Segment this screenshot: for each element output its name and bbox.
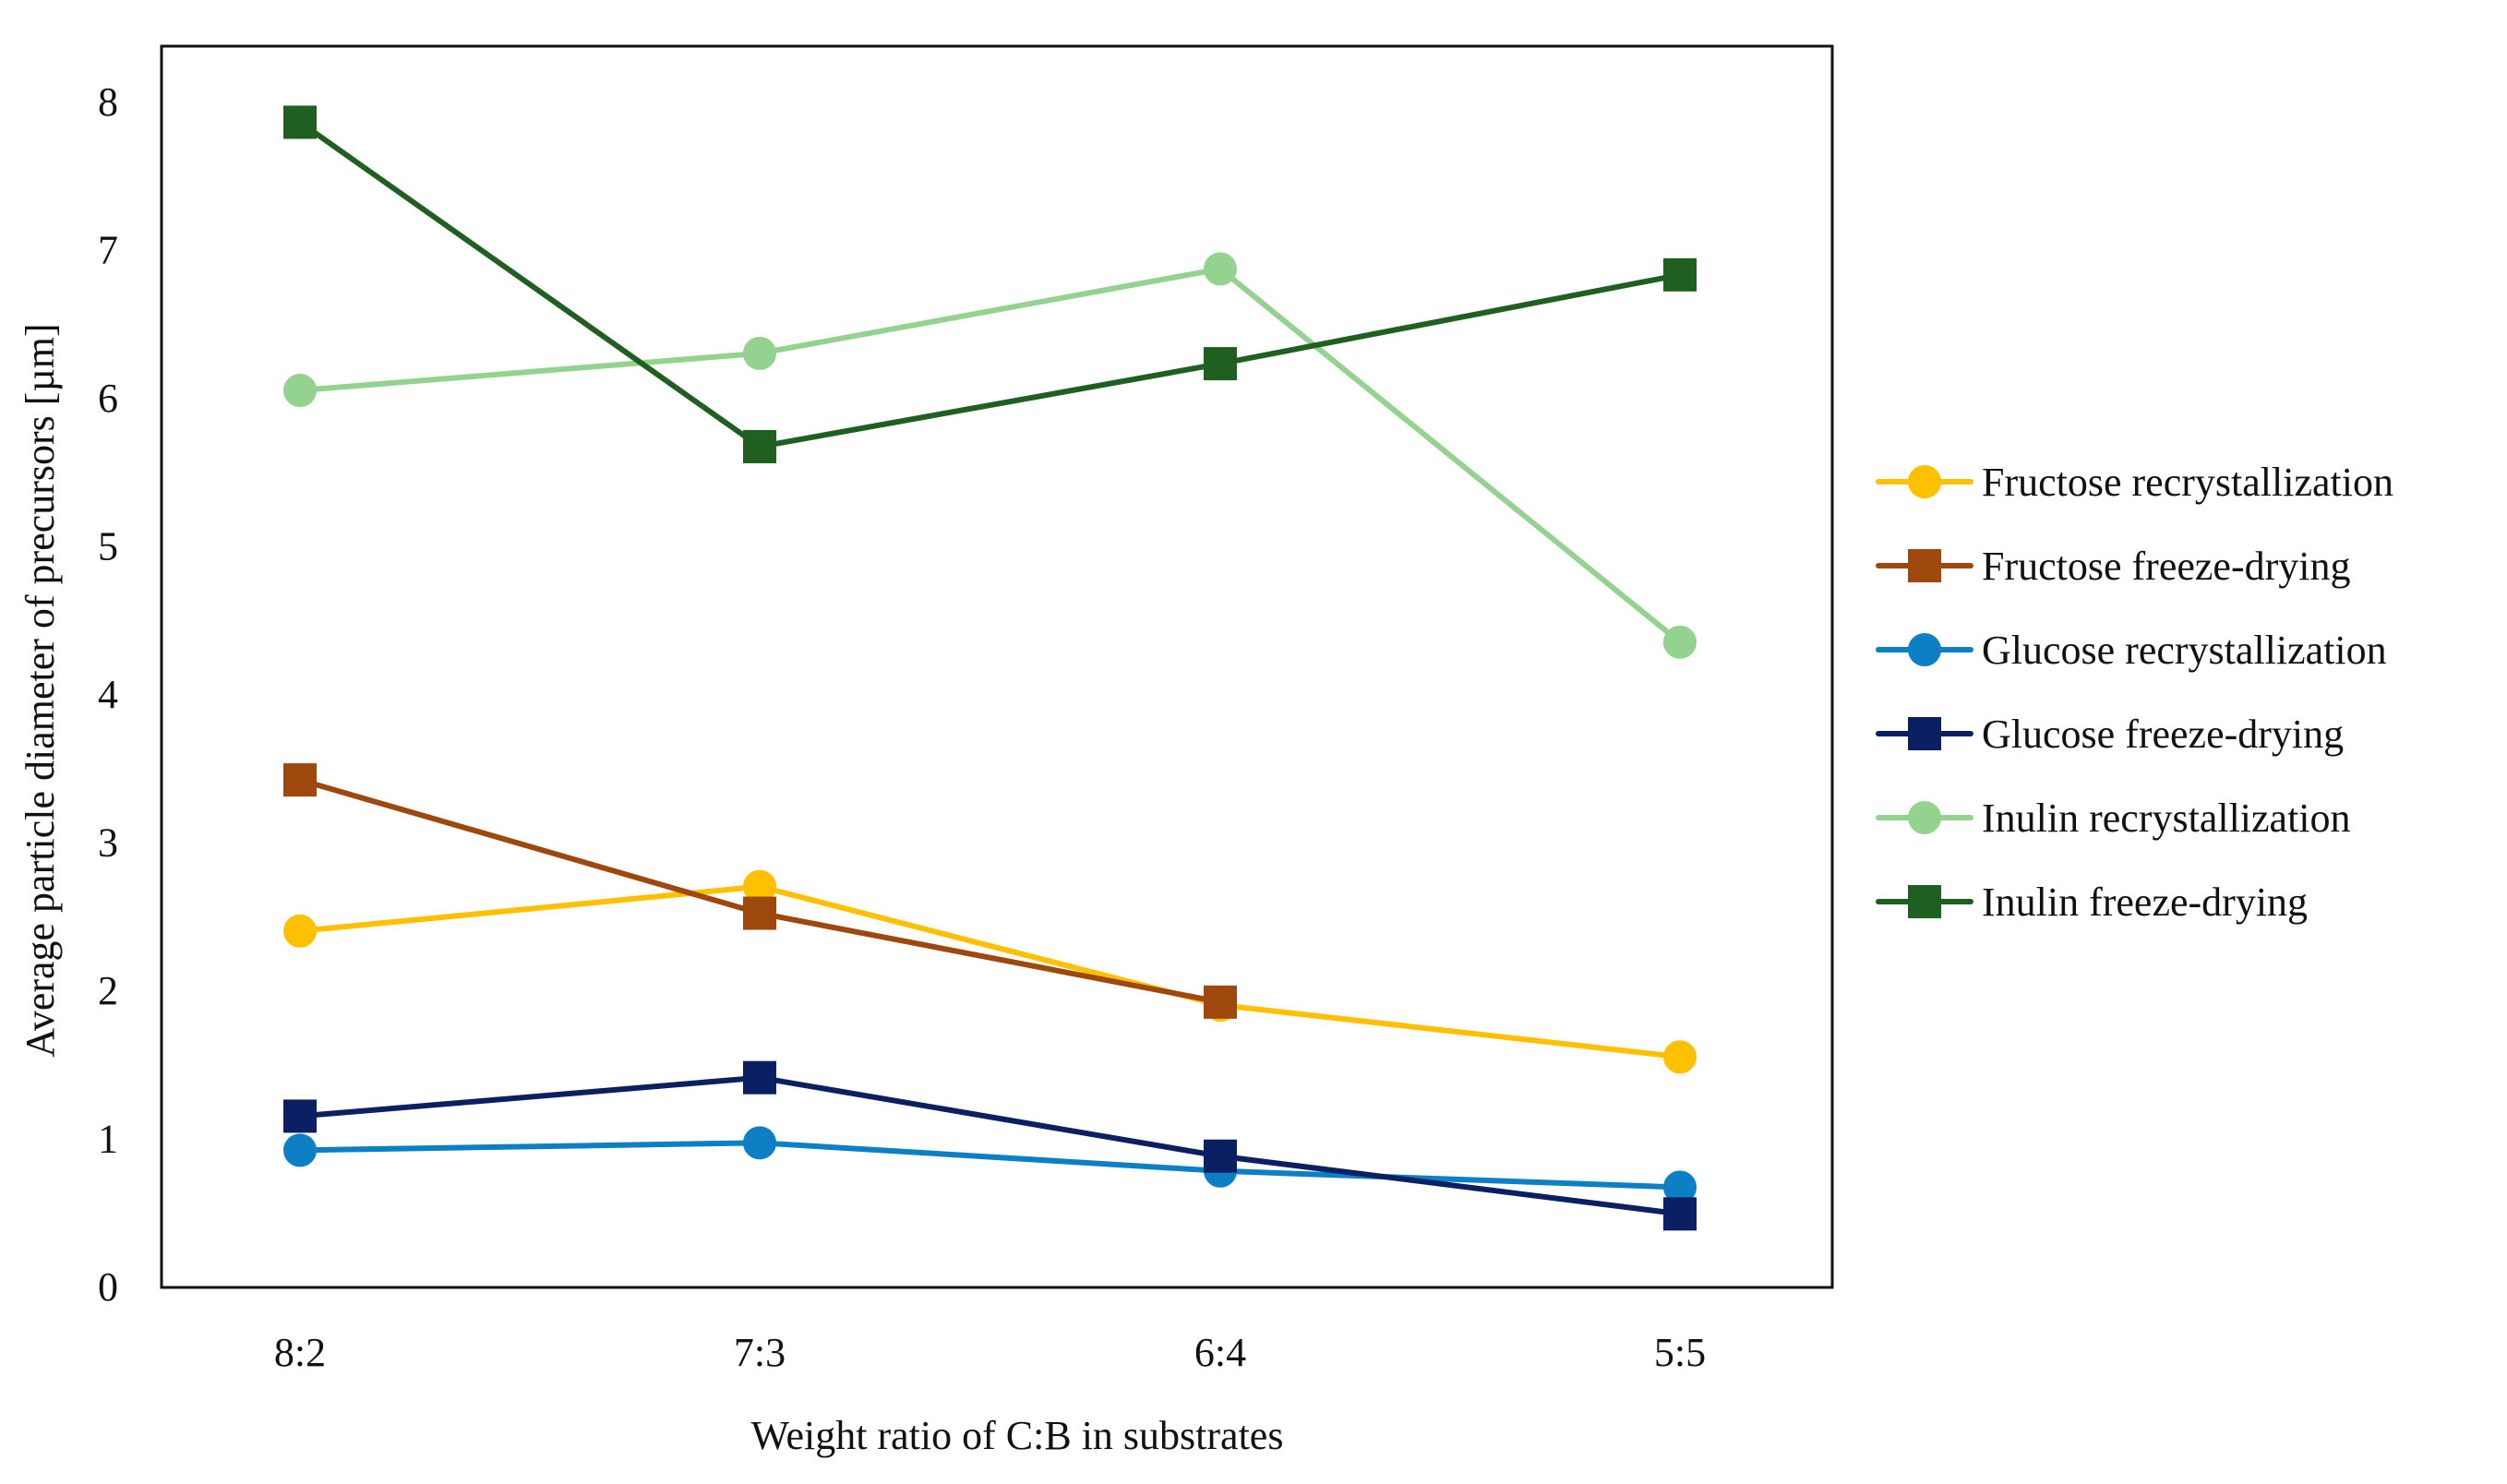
data-point-square bbox=[1663, 1197, 1697, 1231]
data-point-square bbox=[743, 1060, 776, 1095]
x-axis-ticks: 8:2 7:3 6:4 5:5 bbox=[274, 1330, 1706, 1375]
data-point-circle bbox=[283, 914, 317, 948]
y-tick-label: 1 bbox=[98, 1117, 118, 1162]
y-tick-label: 4 bbox=[98, 672, 118, 717]
data-point-circle bbox=[283, 1133, 317, 1167]
data-point-square bbox=[743, 896, 776, 930]
series-layer bbox=[283, 105, 1697, 1231]
legend-marker-square bbox=[1908, 549, 1941, 582]
data-point-square bbox=[283, 763, 317, 797]
data-point-square bbox=[1204, 985, 1237, 1019]
data-point-circle bbox=[743, 1126, 776, 1160]
x-tick-label: 5:5 bbox=[1654, 1330, 1706, 1375]
legend-label: Glucose freeze-drying bbox=[1982, 712, 2344, 757]
data-point-square bbox=[1204, 1139, 1237, 1173]
y-tick-label: 8 bbox=[98, 79, 118, 125]
legend: Fructose recrystallization Fructose freez… bbox=[1876, 460, 2393, 925]
legend-item: Glucose freeze-drying bbox=[1876, 712, 2344, 757]
legend-label: Fructose freeze-drying bbox=[1982, 544, 2350, 589]
legend-label: Inulin freeze-drying bbox=[1982, 880, 2308, 925]
series-fructose-freeze-drying bbox=[283, 763, 1237, 1019]
legend-marker-circle bbox=[1908, 633, 1941, 666]
legend-item: Inulin freeze-drying bbox=[1876, 880, 2308, 925]
legend-item: Glucose recrystallization bbox=[1876, 628, 2387, 673]
legend-label: Fructose recrystallization bbox=[1982, 460, 2393, 505]
data-point-square bbox=[743, 429, 776, 463]
data-point-square bbox=[283, 1099, 317, 1133]
data-point-square bbox=[1663, 257, 1697, 292]
legend-label: Inulin recrystallization bbox=[1982, 796, 2351, 841]
series-line bbox=[297, 1140, 1683, 1191]
x-tick-label: 8:2 bbox=[274, 1330, 326, 1375]
series-inulin-freeze-drying bbox=[283, 105, 1697, 463]
x-tick-label: 7:3 bbox=[734, 1330, 786, 1375]
y-axis-title: Average particle diameter of precursors … bbox=[18, 323, 63, 1057]
series-line bbox=[297, 1074, 1683, 1217]
series-line bbox=[297, 883, 1683, 1060]
series-glucose-freeze-drying bbox=[283, 1060, 1697, 1231]
series-inulin-recrystallization bbox=[283, 252, 1697, 659]
x-tick-label: 6:4 bbox=[1194, 1330, 1246, 1375]
data-point-square bbox=[1204, 347, 1237, 381]
data-point-circle bbox=[1204, 252, 1237, 286]
data-point-circle bbox=[1663, 625, 1697, 659]
y-tick-label: 2 bbox=[98, 968, 118, 1013]
legend-marker-circle bbox=[1908, 465, 1941, 498]
y-tick-label: 6 bbox=[98, 376, 118, 421]
data-point-circle bbox=[283, 373, 317, 407]
data-point-circle bbox=[743, 336, 776, 370]
legend-item: Fructose freeze-drying bbox=[1876, 544, 2350, 589]
y-tick-label: 0 bbox=[98, 1264, 118, 1310]
data-point-circle bbox=[1663, 1040, 1697, 1074]
y-tick-label: 3 bbox=[98, 820, 118, 866]
y-axis-ticks: 0 1 2 3 4 5 6 7 8 bbox=[98, 79, 118, 1310]
legend-marker-square bbox=[1908, 717, 1941, 750]
plot-area-frame bbox=[160, 44, 1834, 1289]
x-axis-title: Weight ratio of C:B in substrates bbox=[751, 1413, 1284, 1458]
legend-marker-square bbox=[1908, 885, 1941, 918]
legend-item: Fructose recrystallization bbox=[1876, 460, 2393, 505]
y-tick-label: 5 bbox=[98, 524, 118, 569]
series-line bbox=[297, 119, 1683, 449]
legend-marker-circle bbox=[1908, 801, 1941, 834]
data-point-square bbox=[283, 105, 317, 139]
y-tick-label: 7 bbox=[98, 228, 118, 273]
series-line bbox=[297, 266, 1683, 645]
legend-label: Glucose recrystallization bbox=[1982, 628, 2387, 673]
legend-item: Inulin recrystallization bbox=[1876, 796, 2351, 841]
